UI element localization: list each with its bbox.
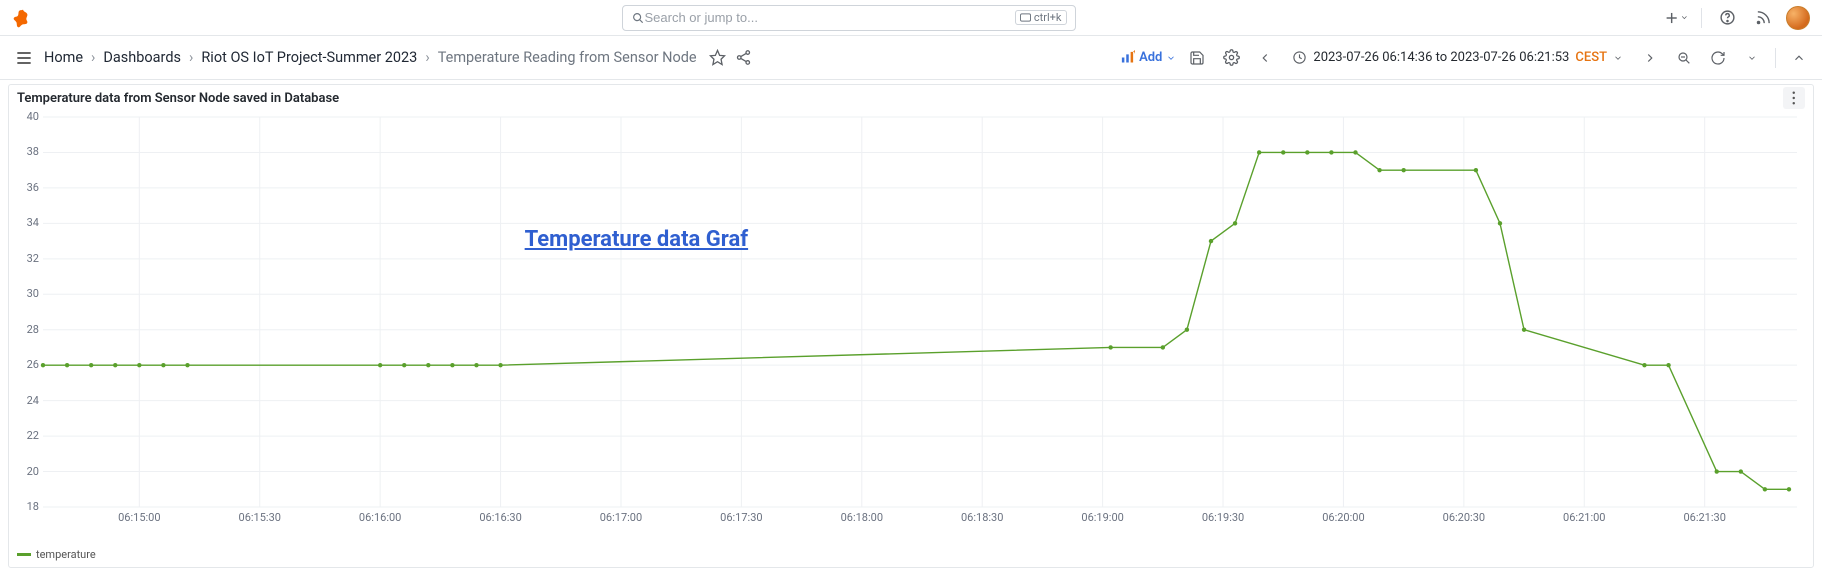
divider: [1701, 8, 1702, 28]
x-axis-tick: 06:18:30: [952, 511, 1012, 524]
panel-menu-icon[interactable]: [1783, 87, 1805, 109]
x-axis-tick: 06:18:00: [832, 511, 892, 524]
breadcrumb-dashboards[interactable]: Dashboards: [103, 49, 181, 66]
add-menu-icon[interactable]: [1663, 5, 1689, 31]
add-panel-button[interactable]: + Add: [1120, 50, 1176, 65]
time-next-icon[interactable]: [1637, 45, 1663, 71]
x-axis-tick: 06:17:00: [591, 511, 651, 524]
timezone-label: CEST: [1575, 50, 1607, 65]
x-axis-tick: 06:20:00: [1313, 511, 1373, 524]
help-icon[interactable]: [1714, 5, 1740, 31]
chart-legend[interactable]: temperature: [17, 548, 96, 561]
y-axis-tick: 30: [17, 287, 39, 300]
x-axis-tick: 06:16:30: [471, 511, 531, 524]
star-icon[interactable]: [705, 45, 731, 71]
chevron-right-icon: ›: [189, 49, 193, 66]
menu-toggle-icon[interactable]: [10, 44, 38, 72]
temperature-panel: Temperature data from Sensor Node saved …: [8, 84, 1814, 568]
rss-icon[interactable]: [1750, 5, 1776, 31]
x-axis-tick: 06:19:00: [1073, 511, 1133, 524]
y-axis-tick: 40: [17, 110, 39, 123]
zoom-out-icon[interactable]: [1671, 45, 1697, 71]
refresh-icon[interactable]: [1705, 45, 1731, 71]
chart-plot-area[interactable]: 182022242628303234363840 06:15:0006:15:3…: [17, 115, 1805, 527]
time-range-picker[interactable]: 2023-07-26 06:14:36 to 2023-07-26 06:21:…: [1286, 50, 1629, 65]
breadcrumb-home[interactable]: Home: [44, 49, 83, 66]
chevron-right-icon: ›: [425, 49, 429, 66]
time-range-text: 2023-07-26 06:14:36 to 2023-07-26 06:21:…: [1313, 50, 1569, 65]
y-axis-tick: 28: [17, 323, 39, 336]
save-icon[interactable]: [1184, 45, 1210, 71]
y-axis-tick: 22: [17, 429, 39, 442]
y-axis-tick: 24: [17, 394, 39, 407]
global-search[interactable]: ctrl+k: [622, 5, 1076, 31]
time-prev-icon[interactable]: [1252, 45, 1278, 71]
refresh-interval-dropdown[interactable]: [1739, 45, 1765, 71]
breadcrumb-folder[interactable]: Riot OS IoT Project-Summer 2023: [201, 49, 417, 66]
y-axis-tick: 38: [17, 145, 39, 158]
divider: [1775, 48, 1776, 68]
chart-annotation-text: Temperature data Graf: [525, 227, 748, 252]
x-axis-tick: 06:20:30: [1434, 511, 1494, 524]
x-axis-tick: 06:15:30: [230, 511, 290, 524]
y-axis-tick: 34: [17, 216, 39, 229]
search-input[interactable]: [645, 10, 1015, 25]
svg-text:+: +: [1133, 50, 1135, 56]
x-axis-tick: 06:16:00: [350, 511, 410, 524]
y-axis-tick: 26: [17, 358, 39, 371]
breadcrumb: Home › Dashboards › Riot OS IoT Project-…: [44, 49, 697, 66]
y-axis-tick: 20: [17, 465, 39, 478]
x-axis-tick: 06:15:00: [109, 511, 169, 524]
y-axis-tick: 32: [17, 252, 39, 265]
grafana-logo[interactable]: [12, 7, 34, 29]
search-kbd-hint: ctrl+k: [1015, 10, 1067, 25]
share-icon[interactable]: [731, 45, 757, 71]
legend-label: temperature: [36, 548, 96, 561]
chevron-right-icon: ›: [91, 49, 95, 66]
x-axis-tick: 06:17:30: [711, 511, 771, 524]
breadcrumb-current: Temperature Reading from Sensor Node: [438, 49, 697, 66]
y-axis-tick: 36: [17, 181, 39, 194]
x-axis-tick: 06:19:30: [1193, 511, 1253, 524]
y-axis-tick: 18: [17, 500, 39, 513]
legend-swatch: [17, 553, 31, 556]
x-axis-tick: 06:21:00: [1554, 511, 1614, 524]
user-avatar[interactable]: [1786, 6, 1810, 30]
settings-gear-icon[interactable]: [1218, 45, 1244, 71]
panel-title: Temperature data from Sensor Node saved …: [17, 91, 339, 106]
collapse-up-icon[interactable]: [1786, 45, 1812, 71]
x-axis-tick: 06:21:30: [1675, 511, 1735, 524]
